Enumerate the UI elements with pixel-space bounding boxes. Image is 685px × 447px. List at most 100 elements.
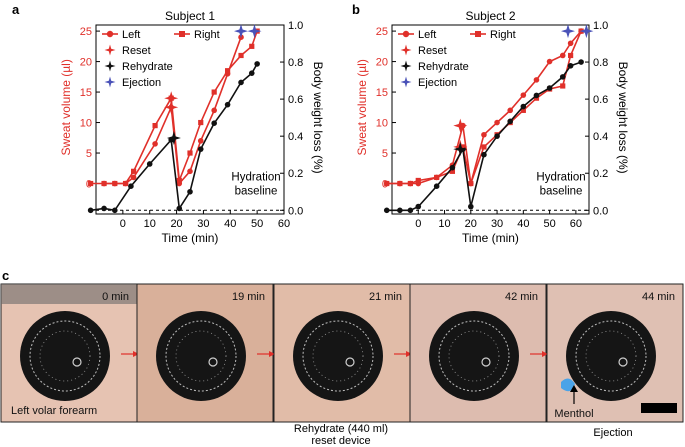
data-point-square [415, 177, 421, 184]
device-microchannel [575, 320, 647, 392]
reset-star-marker [164, 91, 179, 106]
data-point-square [407, 180, 413, 187]
y-left-tick-label: 25 [80, 26, 92, 38]
device-microchannel-inner [175, 330, 227, 382]
legend-label-rehydrate: Rehydrate [122, 61, 173, 73]
data-point-circle [546, 58, 553, 65]
data-point-circle [248, 70, 255, 76]
y-right-tick-label: 0.2 [593, 168, 608, 180]
y-right-tick-label: 0.0 [288, 205, 303, 217]
data-point-circle [433, 183, 440, 190]
x-axis-label: Time (min) [462, 231, 519, 245]
data-point-square [468, 180, 474, 187]
y-left-tick-label: 15 [376, 87, 388, 99]
data-point-square [176, 177, 182, 184]
caption-ejection: Ejection [593, 427, 632, 439]
data-point-square [88, 180, 94, 187]
menthol-arrow-head [570, 385, 578, 392]
y-right-tick-label: 0.8 [288, 57, 303, 69]
data-point-circle [130, 174, 137, 181]
y-right-tick-label: 0.8 [593, 57, 608, 69]
annotation-hydration: Hydration [231, 171, 280, 183]
photo-time-label: 19 min [232, 291, 265, 303]
data-point-circle [533, 92, 540, 99]
data-point-circle [533, 77, 540, 83]
data-point-square [101, 180, 107, 187]
data-point-circle [254, 61, 260, 67]
reset-star-marker [164, 100, 179, 115]
plot-frame [391, 24, 590, 215]
legend-star-reset [400, 44, 412, 56]
photo-strip: 0 min Left volar forearm 19 min 21 min 42 mi… [0, 283, 684, 423]
y-left-tick-label: 25 [376, 26, 388, 38]
data-point-circle [559, 52, 566, 59]
y-left-tick-label: 5 [86, 148, 92, 160]
data-point-square [112, 180, 118, 187]
photo-caption-menthol: Menthol [554, 408, 593, 420]
sweat-device-disc [293, 311, 383, 401]
x-tick-label: 50 [251, 218, 263, 230]
x-tick-label: 10 [438, 218, 450, 230]
data-point-circle [468, 203, 474, 210]
photo-time-label: 44 min [642, 291, 675, 303]
photo-time-label: 42 min [505, 291, 538, 303]
legend-star-rehydrate [400, 60, 412, 72]
device-microchannel-inner [39, 330, 91, 382]
data-point-square [384, 180, 390, 187]
x-tick-label: 0 [415, 218, 421, 230]
data-point-square [249, 43, 255, 49]
y-left-axis-label: Sweat volume (µl) [355, 59, 369, 155]
data-point-square [397, 180, 403, 187]
data-point-circle [187, 188, 193, 195]
data-point-square [568, 52, 574, 59]
data-point-square [520, 107, 526, 113]
reset-star-marker [453, 118, 468, 133]
y-right-tick-label: 0.2 [288, 168, 303, 180]
data-point-circle [481, 151, 487, 158]
scale-bar [641, 403, 677, 413]
data-point-circle [520, 103, 527, 110]
data-point-circle [87, 207, 94, 214]
legend-star-reset [104, 44, 116, 56]
legend-label-ejection: Ejection [418, 77, 457, 89]
legend-label-reset: Reset [122, 45, 151, 57]
legend-marker-right [475, 31, 481, 37]
photo-time-label: 0 min [102, 291, 129, 303]
device-microchannel [165, 320, 237, 392]
ejection-star-marker [247, 24, 262, 39]
data-point-square [560, 83, 566, 89]
data-point-circle [567, 40, 574, 47]
y-right-tick-label: 0.6 [288, 94, 303, 106]
data-point-circle [407, 207, 414, 214]
data-point-circle [211, 107, 217, 114]
data-point-circle [211, 120, 217, 127]
x-axis-label: Time (min) [162, 231, 219, 245]
y-right-axis-label: Body weight loss (%) [311, 62, 325, 174]
annotation-baseline: baseline [540, 185, 583, 197]
device-microchannel-inner [312, 330, 364, 382]
y-left-tick-label: 5 [382, 148, 388, 160]
device-microchannel [29, 320, 101, 392]
x-tick-label: 20 [465, 218, 477, 230]
y-left-axis-label: Sweat volume (µl) [59, 59, 73, 155]
chart-title: Subject 1 [165, 9, 215, 23]
y-left-tick-label: 20 [376, 57, 388, 69]
data-point-circle [146, 161, 153, 167]
y-left-tick-label: 10 [80, 118, 92, 130]
y-right-tick-label: 0.4 [593, 131, 608, 143]
legend-star-ejection [104, 76, 116, 88]
photo-background-strip [1, 284, 137, 304]
y-right-tick-label: 1.0 [593, 20, 608, 32]
legend-label-left: Left [418, 29, 436, 41]
annotation-baseline: baseline [235, 185, 278, 197]
sweat-device-disc [429, 311, 519, 401]
sequence-arrow-head [269, 351, 275, 357]
x-tick-label: 0 [120, 218, 126, 230]
x-tick-label: 60 [278, 218, 290, 230]
ejection-star-marker [234, 24, 248, 39]
device-inlet [481, 357, 491, 367]
panel-label-a: a [12, 2, 20, 17]
y-left-tick-label: 20 [80, 57, 92, 69]
data-point-circle [187, 168, 193, 175]
